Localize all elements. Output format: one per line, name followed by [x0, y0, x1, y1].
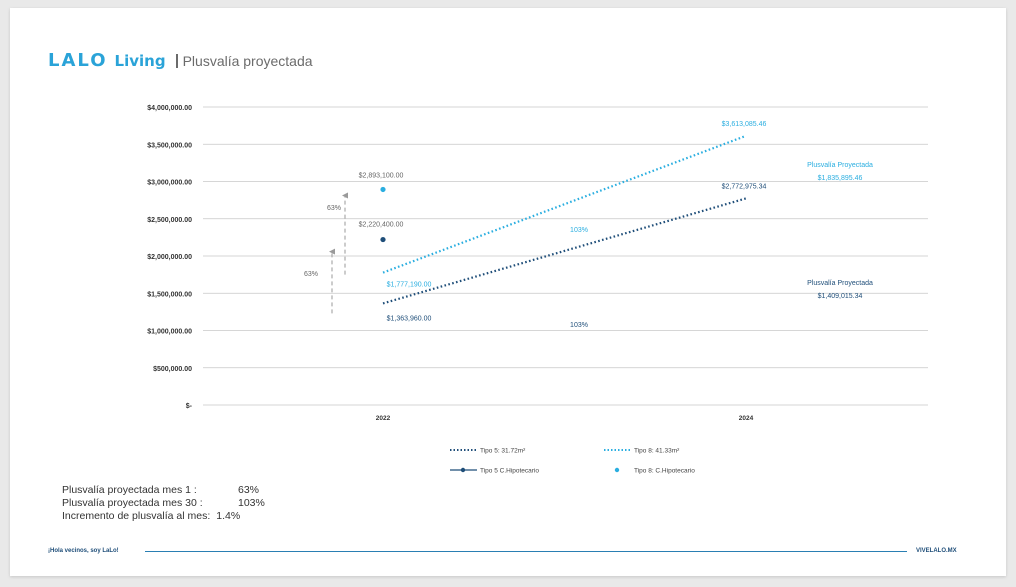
summary-value: 1.4% [216, 510, 241, 522]
page-title: Plusvalía proyectada [182, 52, 313, 69]
projection-title-tipo5: Plusvalía Proyectada [807, 280, 873, 287]
projection-value-tipo8: $1,835,895.46 [818, 175, 863, 182]
y-tick-label: $1,500,000.00 [147, 291, 192, 298]
y-tick-label: $3,000,000.00 [147, 180, 192, 187]
footer-greeting: ¡Hola vecinos, soy LaLo! [48, 548, 119, 554]
brand-logo: LALO [48, 50, 108, 71]
legend-swatch-marker [460, 467, 466, 473]
legend-swatch [614, 467, 620, 473]
title-divider [175, 53, 178, 68]
summary-value: 63% [238, 484, 260, 496]
summary-row: Incremento de plusvalía al mes: 1.4% [62, 510, 265, 523]
point-tipo8-hipotecario [380, 186, 386, 193]
y-tick-label: $2,000,000.00 [147, 254, 192, 261]
summary-row: Plusvalía proyectada mes 30 : 103% [62, 497, 265, 510]
summary-block: Plusvalía proyectada mes 1 : 63% Plusval… [62, 484, 265, 523]
arrow-label-tipo5: 63% [304, 271, 318, 278]
data-label-tipo8-2022: $1,777,190.00 [387, 282, 432, 289]
series-line-tipo8 [382, 134, 747, 274]
data-label-tipo5-2024: $2,772,975.34 [722, 183, 767, 190]
y-tick-label: $500,000.00 [153, 366, 192, 373]
legend-item-1: Tipo 8: 41.33m² [634, 448, 680, 455]
footer-divider [145, 551, 907, 552]
y-tick-label: $3,500,000.00 [147, 142, 192, 149]
projection-title-tipo8: Plusvalía Proyectada [807, 162, 873, 169]
y-tick-label: $2,500,000.00 [147, 217, 192, 224]
legend-item-0: Tipo 5: 31.72m² [480, 448, 526, 455]
projection-value-tipo5: $1,409,015.34 [818, 293, 863, 300]
footer-website-link[interactable]: VIVELALO.MX [916, 548, 957, 554]
brand-header: LALO Living Plusvalía proyectada [48, 50, 313, 71]
growth-label-tipo5: 103% [570, 322, 588, 329]
data-label-tipo5-2022: $1,363,960.00 [387, 315, 432, 322]
legend-item-3: Tipo 8: C.Hipotecario [634, 468, 695, 475]
y-tick-label: $1,000,000.00 [147, 329, 192, 336]
y-tick-label: $- [186, 403, 193, 410]
summary-label: Plusvalía proyectada mes 30 : [62, 497, 203, 509]
arrow-label-tipo8: 63% [327, 205, 341, 212]
summary-label: Plusvalía proyectada mes 1 : [62, 484, 197, 496]
summary-value: 103% [238, 497, 265, 509]
y-tick-label: $4,000,000.00 [147, 105, 192, 112]
legend-item-2: Tipo 5 C.Hipotecario [480, 468, 539, 475]
data-label-tipo5-hipotecario: $2,220,400.00 [359, 222, 404, 229]
summary-label: Incremento de plusvalía al mes: [62, 510, 211, 522]
brand-living: Living [114, 51, 166, 70]
growth-label-tipo8: 103% [570, 227, 588, 234]
data-label-tipo8-2024: $3,613,085.46 [722, 121, 767, 128]
x-tick-label: 2022 [376, 415, 391, 422]
summary-row: Plusvalía proyectada mes 1 : 63% [62, 484, 265, 497]
data-label-tipo8-hipotecario: $2,893,100.00 [359, 172, 404, 179]
x-tick-label: 2024 [739, 415, 754, 422]
series-line-tipo5 [382, 197, 747, 305]
slide: LALO Living Plusvalía proyectada Plusval… [10, 8, 1006, 576]
point-tipo5-hipotecario [380, 236, 386, 243]
